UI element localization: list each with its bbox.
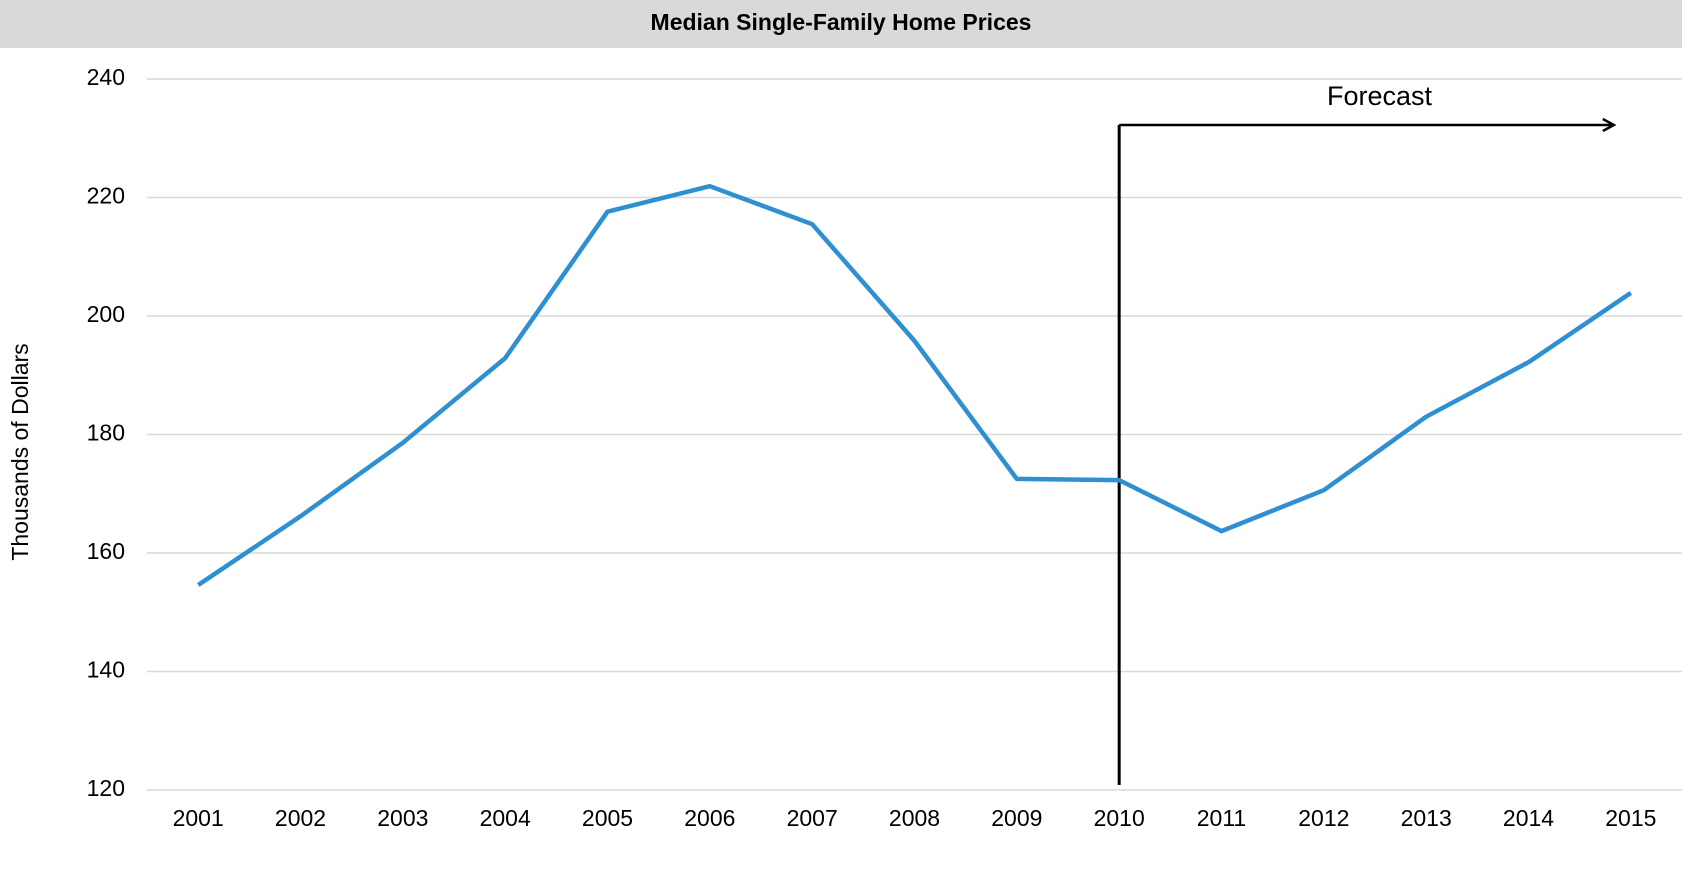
y-tick-label: 240 bbox=[87, 64, 125, 90]
x-tick-label: 2011 bbox=[1197, 805, 1246, 831]
x-tick-label: 2001 bbox=[173, 805, 224, 831]
x-tick-label: 2009 bbox=[991, 805, 1042, 831]
x-tick-label: 2010 bbox=[1094, 805, 1145, 831]
title-band bbox=[0, 0, 1682, 48]
x-tick-label: 2005 bbox=[582, 805, 633, 831]
y-tick-label: 220 bbox=[87, 183, 125, 209]
x-tick-label: 2004 bbox=[480, 805, 531, 831]
y-tick-label: 160 bbox=[87, 538, 125, 564]
x-tick-label: 2002 bbox=[275, 805, 326, 831]
x-tick-label: 2006 bbox=[684, 805, 735, 831]
x-tick-label: 2003 bbox=[377, 805, 428, 831]
y-tick-label: 120 bbox=[87, 775, 125, 801]
y-tick-label: 200 bbox=[87, 301, 125, 327]
x-tick-label: 2008 bbox=[889, 805, 940, 831]
x-tick-label: 2014 bbox=[1503, 805, 1554, 831]
y-axis-title: Thousands of Dollars bbox=[7, 343, 33, 560]
y-tick-label: 140 bbox=[87, 657, 125, 683]
x-tick-label: 2015 bbox=[1605, 805, 1656, 831]
data-line bbox=[196, 183, 1633, 587]
x-tick-label: 2013 bbox=[1401, 805, 1452, 831]
chart-title: Median Single-Family Home Prices bbox=[651, 9, 1032, 35]
x-tick-label: 2007 bbox=[787, 805, 838, 831]
forecast-label: Forecast bbox=[1327, 81, 1433, 111]
y-tick-label: 180 bbox=[87, 420, 125, 446]
x-tick-label: 2012 bbox=[1298, 805, 1349, 831]
